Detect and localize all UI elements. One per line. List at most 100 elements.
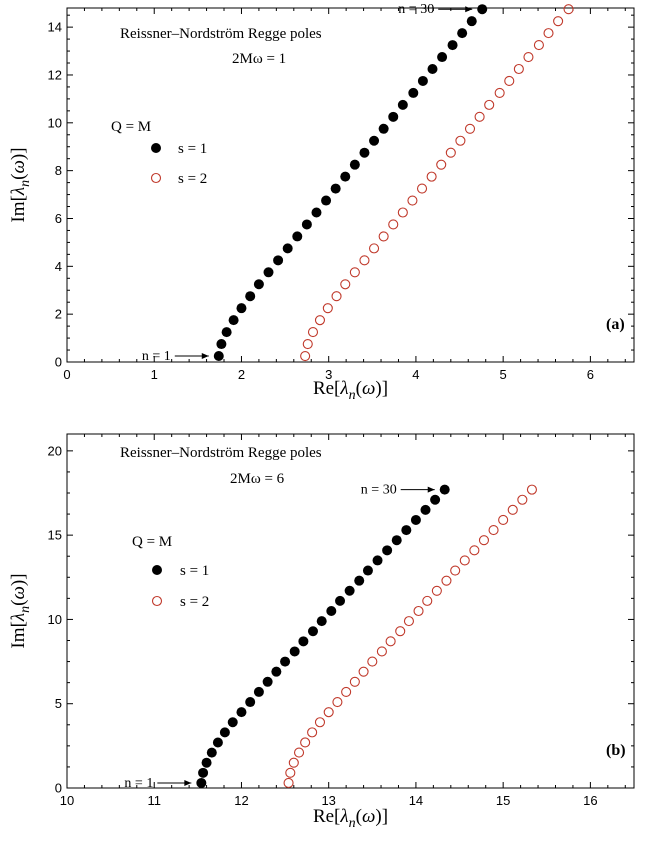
y-tick-label: 14 (48, 20, 62, 35)
legend-marker-s1 (151, 143, 161, 153)
data-point-s2 (385, 636, 396, 647)
data-point-s2 (307, 727, 318, 738)
data-point-s2 (431, 585, 442, 596)
legend-marker-s2 (150, 172, 162, 184)
data-point-s1 (289, 646, 300, 657)
data-point-s1 (253, 279, 264, 290)
panel-label: (b) (606, 742, 626, 759)
data-point-s1 (201, 757, 212, 768)
y-tick-label: 5 (55, 696, 62, 711)
data-point-s2 (422, 595, 433, 606)
data-point-s1 (213, 351, 224, 362)
data-point-s2 (395, 626, 406, 637)
data-point-s2 (358, 666, 369, 677)
data-point-s2 (341, 686, 352, 697)
data-point-s1 (245, 697, 256, 708)
data-point-s2 (526, 484, 537, 495)
y-axis-label: Im[λn(ω)] (8, 147, 33, 222)
data-point-s1 (206, 747, 217, 758)
x-tick-label: 12 (234, 793, 248, 808)
data-point-s1 (369, 135, 380, 146)
last-pole-arrowhead (427, 486, 435, 493)
data-point-s1 (457, 28, 468, 39)
y-tick-label: 12 (48, 67, 62, 82)
data-point-s2 (293, 747, 305, 758)
data-point-s1 (466, 16, 477, 27)
data-point-s2 (563, 4, 574, 15)
data-point-s2 (407, 195, 418, 206)
annotation-frequency: 2Mω = 1 (232, 51, 286, 67)
x-tick-label: 11 (147, 793, 161, 808)
plot-frame (66, 433, 635, 789)
data-point-s1 (330, 183, 341, 194)
data-point-s2 (285, 767, 296, 778)
data-point-s2 (441, 575, 452, 586)
data-point-s2 (397, 207, 408, 218)
data-point-s1 (420, 504, 431, 515)
data-point-s2 (403, 616, 414, 627)
data-point-s2 (478, 535, 490, 546)
last-pole-label: n = 30 (361, 483, 397, 498)
y-tick-label: 0 (55, 355, 62, 370)
y-tick-label: 20 (48, 443, 62, 458)
data-point-s2 (523, 51, 534, 63)
data-point-s1 (439, 484, 450, 495)
data-point-s1 (298, 636, 309, 647)
x-tick-label: 0 (63, 367, 70, 382)
x-tick-label: 1 (151, 367, 158, 382)
data-point-s1 (326, 606, 337, 616)
legend-title: Q = M (132, 534, 172, 550)
data-point-s2 (332, 696, 343, 708)
annotation-title: Reissner–Nordström Regge poles (120, 445, 322, 461)
x-tick-label: 2 (238, 367, 245, 382)
data-point-s2 (413, 605, 424, 617)
data-point-s1 (221, 327, 232, 338)
data-point-s1 (447, 40, 458, 51)
annotation-title: Reissner–Nordström Regge poles (120, 26, 322, 42)
data-point-s1 (292, 231, 303, 242)
data-point-s2 (513, 63, 524, 75)
first-pole-label: n = 1 (142, 349, 171, 364)
data-point-s2 (314, 315, 326, 326)
data-point-s1 (397, 99, 408, 110)
data-point-s1 (273, 255, 284, 266)
x-tick-label: 14 (409, 793, 423, 808)
first-pole-arrowhead (201, 353, 209, 360)
data-point-s1 (307, 626, 318, 637)
data-point-s2 (494, 87, 505, 98)
legend-label: s = 1 (180, 563, 209, 579)
data-point-s2 (464, 123, 476, 134)
data-point-s1 (388, 111, 399, 122)
first-pole-label: n = 1 (124, 776, 153, 791)
data-point-s1 (340, 171, 351, 182)
data-point-s2 (340, 279, 351, 290)
data-point-s1 (430, 494, 441, 505)
data-point-s2 (388, 219, 399, 230)
legend-label: s = 1 (178, 141, 207, 157)
y-tick-label: 6 (55, 211, 62, 226)
y-tick-label: 15 (48, 528, 62, 543)
data-point-s2 (469, 545, 480, 556)
y-tick-label: 0 (55, 781, 62, 796)
data-point-s2 (455, 135, 466, 146)
data-point-s1 (382, 545, 393, 556)
data-point-s2 (369, 243, 380, 254)
data-point-s2 (322, 303, 333, 314)
data-point-s1 (410, 514, 421, 525)
data-point-s2 (300, 737, 311, 748)
data-point-s1 (271, 666, 282, 677)
data-point-s1 (236, 303, 247, 314)
legend-label: s = 2 (178, 171, 207, 187)
data-point-s2 (376, 646, 387, 657)
data-point-s1 (408, 87, 419, 98)
data-point-s1 (301, 219, 312, 230)
data-point-s1 (316, 616, 327, 627)
data-point-s1 (245, 291, 256, 302)
data-point-s2 (498, 514, 509, 526)
data-point-s2 (533, 40, 544, 51)
data-point-s1 (282, 243, 293, 254)
data-point-s1 (372, 555, 383, 566)
data-point-s2 (507, 504, 518, 515)
legend-marker-s2 (151, 595, 163, 607)
